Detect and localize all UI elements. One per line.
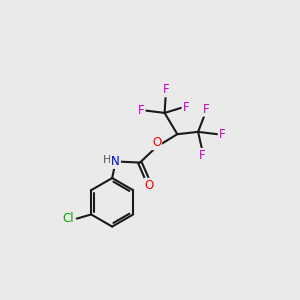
Text: O: O bbox=[145, 179, 154, 192]
Text: F: F bbox=[162, 83, 169, 96]
Text: H: H bbox=[103, 155, 111, 165]
Text: F: F bbox=[199, 149, 206, 162]
Text: O: O bbox=[152, 136, 161, 149]
Text: F: F bbox=[182, 101, 189, 114]
Text: Cl: Cl bbox=[62, 212, 74, 225]
Text: N: N bbox=[111, 155, 120, 168]
Text: F: F bbox=[203, 103, 209, 116]
Text: F: F bbox=[219, 128, 225, 141]
Text: F: F bbox=[138, 104, 144, 117]
